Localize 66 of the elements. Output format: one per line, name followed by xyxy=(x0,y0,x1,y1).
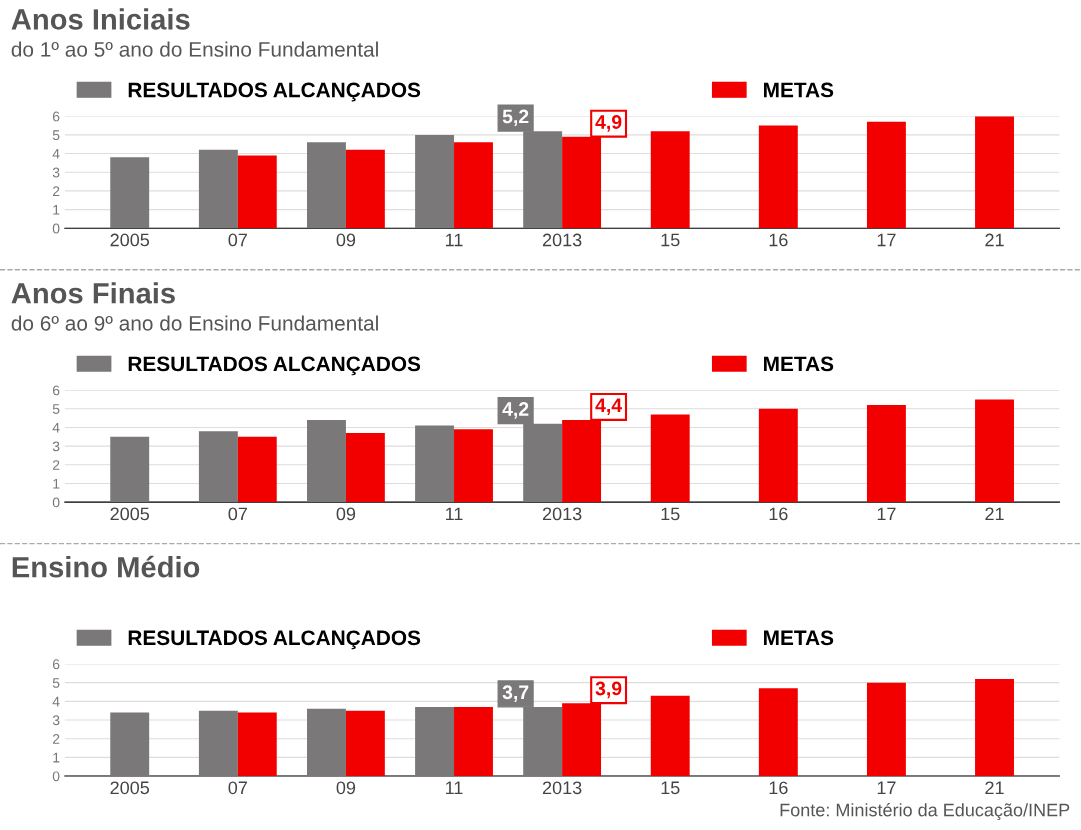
chart-subtitle: do 1º ao 5º ano do Ensino Fundamental xyxy=(11,41,378,57)
chart-title: Anos Finais xyxy=(11,282,175,304)
source-note: Fonte: Ministério da Educação/INEP xyxy=(780,802,1070,821)
legend-label: METAS xyxy=(764,630,834,646)
x-tick-label: 07 xyxy=(228,781,247,795)
x-tick-label: 07 xyxy=(228,233,247,247)
annotation: 3,7 xyxy=(502,685,529,702)
chart-subtitle: do 6º ao 9º ano do Ensino Fundamental xyxy=(11,315,378,331)
x-tick-label: 2013 xyxy=(542,507,582,521)
y-tick-label: 2 xyxy=(52,186,60,196)
y-tick-label: 0 xyxy=(52,497,60,508)
x-tick-label: 17 xyxy=(877,781,896,794)
x-tick-label: 11 xyxy=(446,507,463,521)
y-tick-label: 6 xyxy=(52,659,60,670)
y-tick-label: 5 xyxy=(52,130,60,141)
x-tick-label: 09 xyxy=(336,781,356,795)
legend-label: RESULTADOS ALCANÇADOS xyxy=(128,82,421,102)
annotation: 4,2 xyxy=(502,402,529,419)
y-tick-label: 4 xyxy=(52,149,60,159)
annotation: 3,9 xyxy=(595,681,622,699)
x-tick-label: 21 xyxy=(985,233,1004,247)
x-tick-label: 11 xyxy=(446,781,463,794)
y-tick-label: 0 xyxy=(52,223,60,234)
legend-label: METAS xyxy=(764,82,834,98)
annotation: 4,9 xyxy=(595,115,622,132)
y-tick-label: 4 xyxy=(52,422,60,433)
x-tick-label: 2005 xyxy=(110,507,150,521)
x-tick-label: 09 xyxy=(336,233,356,247)
y-tick-label: 2 xyxy=(52,734,60,744)
y-tick-label: 5 xyxy=(52,404,60,414)
y-tick-label: 3 xyxy=(52,167,60,178)
chart-title: Ensino Médio xyxy=(12,555,200,578)
annotation: 4,4 xyxy=(595,398,623,415)
x-tick-label: 2013 xyxy=(542,233,582,247)
y-tick-label: 1 xyxy=(53,752,60,763)
x-tick-label: 21 xyxy=(985,507,1004,521)
y-tick-label: 1 xyxy=(53,478,60,489)
y-tick-label: 6 xyxy=(52,385,60,396)
x-tick-label: 15 xyxy=(661,507,680,521)
y-tick-label: 3 xyxy=(52,441,60,452)
x-tick-label: 16 xyxy=(769,781,788,795)
x-tick-label: 15 xyxy=(661,233,680,247)
x-tick-label: 09 xyxy=(336,507,356,521)
x-tick-label: 07 xyxy=(228,507,247,521)
annotation: 5,2 xyxy=(502,109,529,127)
legend-label: RESULTADOS ALCANÇADOS xyxy=(128,356,421,376)
chart-title: Anos Iniciais xyxy=(11,8,190,30)
legend-label: METAS xyxy=(764,356,834,372)
x-tick-label: 17 xyxy=(877,507,896,521)
y-tick-label: 2 xyxy=(52,460,60,470)
x-tick-label: 2013 xyxy=(542,781,582,795)
x-tick-label: 16 xyxy=(769,233,788,247)
legend-label: RESULTADOS ALCANÇADOS xyxy=(128,630,421,650)
y-tick-label: 4 xyxy=(52,696,60,707)
x-tick-label: 2005 xyxy=(110,781,150,795)
y-tick-label: 6 xyxy=(52,111,60,122)
x-tick-label: 17 xyxy=(877,233,896,247)
y-tick-label: 0 xyxy=(52,771,60,782)
x-tick-label: 2005 xyxy=(110,233,150,247)
x-tick-label: 15 xyxy=(661,781,680,795)
y-tick-label: 1 xyxy=(53,205,60,215)
y-tick-label: 3 xyxy=(52,715,60,726)
x-tick-label: 16 xyxy=(769,507,788,521)
x-tick-label: 11 xyxy=(446,233,463,247)
x-tick-label: 21 xyxy=(985,781,1004,794)
y-tick-label: 5 xyxy=(52,678,60,688)
